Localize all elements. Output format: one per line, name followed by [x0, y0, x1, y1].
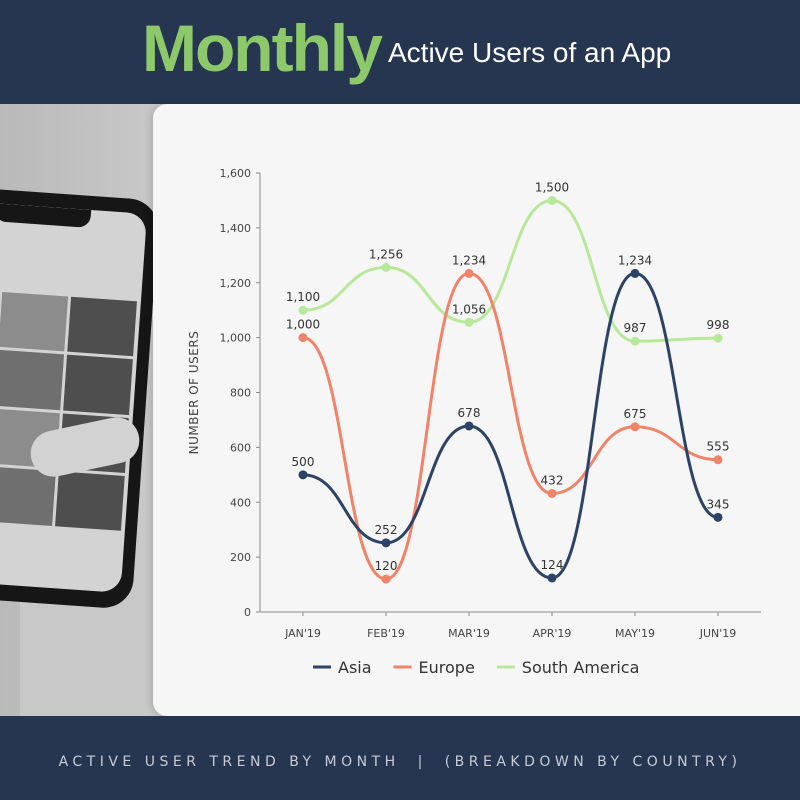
- phone-notch: [0, 203, 92, 228]
- data-point-asia: [381, 538, 391, 548]
- series-line-asia: [302, 271, 719, 580]
- footer-bar: ACTIVE USER TREND BY MONTH | (BREAKDOWN …: [0, 716, 800, 800]
- y-tick-label: 200: [230, 551, 251, 564]
- data-point-europe: [464, 268, 474, 278]
- data-label-europe: 120: [375, 559, 398, 573]
- data-point-europe: [630, 422, 640, 432]
- phone-photo-grid: [0, 287, 137, 531]
- data-label-europe: 1,234: [452, 253, 486, 267]
- data-point-europe: [713, 455, 723, 465]
- title-main: Monthly: [142, 11, 383, 85]
- x-tick-label: MAR'19: [448, 627, 490, 640]
- y-axis-label: NUMBER OF USERS: [187, 331, 201, 455]
- data-point-south-america: [713, 333, 723, 343]
- data-point-south-america: [298, 305, 308, 315]
- line-chart: 0 200 400 600 800 1,000 1,200 1,400 1,600 JAN'19 F…: [187, 167, 761, 677]
- data-label-south-america: 1,256: [369, 247, 403, 261]
- x-tick-label: APR'19: [533, 627, 572, 640]
- data-label-europe: 1,000: [286, 318, 320, 332]
- y-tick-label: 1,200: [220, 277, 252, 290]
- data-label-south-america: 1,100: [286, 290, 320, 304]
- data-point-europe: [298, 333, 308, 343]
- data-point-south-america: [381, 262, 391, 272]
- footer-caption: ACTIVE USER TREND BY MONTH | (BREAKDOWN …: [58, 754, 742, 770]
- data-label-europe: 432: [541, 473, 564, 487]
- y-tick-label: 1,600: [220, 167, 252, 180]
- data-label-south-america: 1,056: [452, 302, 486, 316]
- data-label-europe: 555: [707, 440, 730, 454]
- y-tick-label: 400: [230, 496, 251, 509]
- data-point-south-america: [630, 336, 640, 346]
- header-bar: Monthly Active Users of an App: [0, 0, 800, 104]
- y-tick-label: 0: [244, 606, 251, 619]
- legend-label-europe: Europe: [419, 658, 475, 677]
- data-point-asia: [298, 470, 308, 480]
- x-tick-label: FEB'19: [367, 627, 405, 640]
- phone-screen: [0, 199, 148, 593]
- data-point-asia: [630, 268, 640, 278]
- series-line-south-america: [302, 198, 719, 343]
- data-point-europe: [381, 574, 391, 584]
- legend-label-asia: Asia: [338, 658, 372, 677]
- data-label-asia: 1,234: [618, 253, 652, 267]
- chart-card: 0 200 400 600 800 1,000 1,200 1,400 1,600 JAN'19 F…: [153, 104, 800, 716]
- y-tick-label: 1,000: [220, 332, 252, 345]
- y-tick-label: 800: [230, 387, 251, 400]
- data-label-europe: 675: [624, 407, 647, 421]
- data-label-asia: 500: [292, 455, 315, 469]
- y-tick-label: 600: [230, 441, 251, 454]
- data-point-asia: [547, 573, 557, 583]
- data-label-south-america: 1,500: [535, 180, 569, 194]
- legend-label-south-america: South America: [522, 658, 640, 677]
- data-point-south-america: [547, 195, 557, 205]
- y-tick-label: 1,400: [220, 222, 252, 235]
- x-tick-label: JAN'19: [284, 627, 321, 640]
- data-label-south-america: 998: [707, 318, 730, 332]
- data-point-asia: [464, 421, 474, 431]
- x-tick-label: JUN'19: [699, 627, 737, 640]
- data-label-asia: 678: [458, 406, 481, 420]
- series-line-europe: [302, 271, 719, 581]
- data-point-europe: [547, 488, 557, 498]
- data-point-south-america: [464, 317, 474, 327]
- data-label-south-america: 987: [624, 321, 647, 335]
- data-label-asia: 345: [707, 497, 730, 511]
- x-tick-label: MAY'19: [615, 627, 655, 640]
- data-label-asia: 252: [375, 523, 398, 537]
- title-subtitle: Active Users of an App: [388, 37, 672, 68]
- data-label-asia: 124: [541, 558, 564, 572]
- data-point-asia: [713, 512, 723, 522]
